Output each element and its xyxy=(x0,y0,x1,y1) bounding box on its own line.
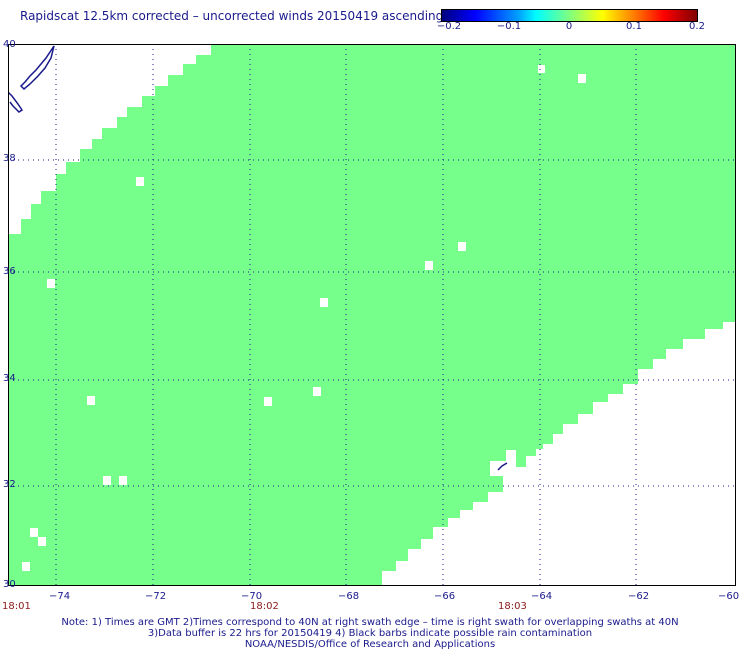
coastline xyxy=(8,45,508,471)
lon-tick-label: −66 xyxy=(434,591,456,602)
lat-tick-label: 38 xyxy=(3,153,16,164)
bermuda-island xyxy=(497,462,508,471)
wind-difference-map xyxy=(8,44,736,586)
time-label: 18:01 xyxy=(2,601,31,612)
map-title: Rapidscat 12.5km corrected – uncorrected… xyxy=(20,9,444,23)
footnote-line: 3)Data buffer is 22 hrs for 20150419 4) … xyxy=(147,628,593,639)
footnote-line: Note: 1) Times are GMT 2)Times correspon… xyxy=(61,617,679,628)
map-frame xyxy=(8,44,736,586)
lon-tick-label: −64 xyxy=(531,591,553,602)
lat-lon-grid xyxy=(8,44,736,586)
colorbar-tick-label: −0.2 xyxy=(436,21,462,32)
footnote-line: NOAA/NESDIS/Office of Research and Appli… xyxy=(244,639,496,650)
lon-tick-label: −68 xyxy=(338,591,360,602)
time-label: 18:03 xyxy=(498,601,527,612)
lon-tick-label: −70 xyxy=(241,591,263,602)
lon-tick-label: −62 xyxy=(628,591,650,602)
lon-tick-label: −72 xyxy=(145,591,167,602)
colorbar xyxy=(441,9,698,22)
swath-area xyxy=(8,44,736,586)
lon-tick-label: −74 xyxy=(49,591,71,602)
lat-tick-label: 40 xyxy=(3,39,16,50)
colorbar-tick-label: 0.2 xyxy=(689,21,705,32)
colorbar-tick-label: −0.1 xyxy=(496,21,522,32)
colorbar-tick-label: 0.1 xyxy=(626,21,642,32)
lat-tick-label: 30 xyxy=(3,579,16,590)
missing-data-cells xyxy=(22,65,586,571)
lat-tick-label: 34 xyxy=(3,373,16,384)
new-jersey-coast xyxy=(8,91,24,113)
colorbar-tick-label: 0 xyxy=(565,21,573,32)
long-island-coast xyxy=(19,45,55,91)
time-label: 18:02 xyxy=(250,601,279,612)
lon-tick-label: −60 xyxy=(718,591,740,602)
rapidscat-swath xyxy=(8,44,736,586)
lat-tick-label: 32 xyxy=(3,479,16,490)
lat-tick-label: 36 xyxy=(3,266,16,277)
